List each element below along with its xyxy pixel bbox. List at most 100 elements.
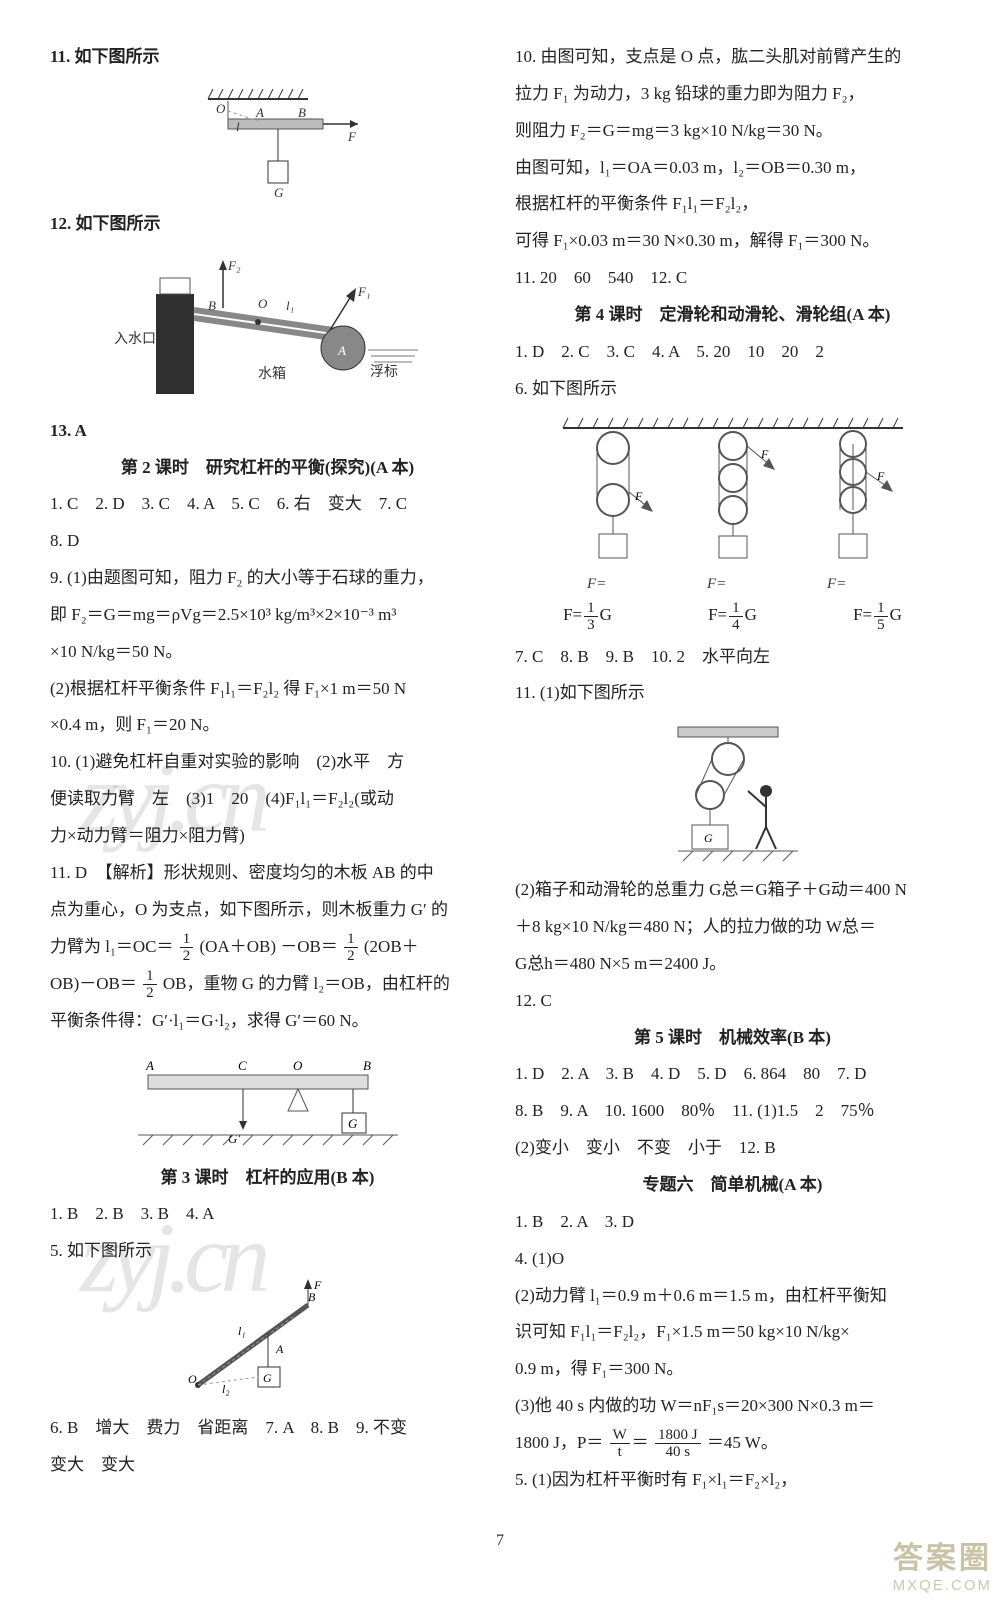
svg-text:F=: F=: [706, 576, 726, 592]
s4-q7: 7. C 8. B 9. B 10. 2 水平向左: [515, 640, 950, 675]
svg-text:F: F: [876, 469, 885, 483]
s6-q5: 5. (1)因为杠杆平衡时有 F₁×l₁＝F₂×l₂，: [515, 1463, 950, 1498]
svg-text:O: O: [188, 1372, 197, 1386]
s4-q11hdr: 11. (1)如下图所示: [515, 676, 950, 711]
s6-line1: 1. B 2. A 3. D: [515, 1205, 950, 1240]
r-p10b: 拉力 F₁ 为动力，3 kg 铅球的重力即为阻力 F₂，: [515, 77, 950, 112]
r-p10e: 根据杠杆的平衡条件 F₁l₁＝F₂l₂，: [515, 187, 950, 222]
s2-q11c: 力臂为 l₁＝OC＝ 12 (OA＋OB) －OB＝ 12 (2OB＋: [50, 930, 485, 965]
s5-line2: 8. B 9. A 10. 1600 80％ 11. (1)1.5 2 75％: [515, 1094, 950, 1129]
fig-11: O A B l F G: [50, 81, 485, 201]
fig-beam: A C O B G′ G: [50, 1045, 485, 1155]
svg-text:F: F: [634, 489, 643, 503]
q11-label: 11. 如下图所示: [50, 40, 485, 75]
page-number: 7: [50, 1532, 950, 1550]
svg-text:G: G: [263, 1371, 272, 1385]
f13: F=13G: [563, 598, 612, 633]
svg-text:A: A: [255, 105, 264, 120]
s2-q9c: ×10 N/kg＝50 N。: [50, 635, 485, 670]
s2-q10b: 便读取力臂 左 (3)1 20 (4)F₁l₁＝F₂l₂(或动: [50, 782, 485, 817]
fig-pulleys-3: F F: [515, 412, 950, 602]
s6-q4b: (2)动力臂 l₁＝0.9 m＋0.6 m＝1.5 m，由杠杆平衡知: [515, 1279, 950, 1314]
columns: 11. 如下图所示 O A: [50, 40, 950, 1520]
svg-text:F: F: [313, 1278, 322, 1292]
svg-text:F=: F=: [826, 576, 846, 592]
svg-text:l₁: l₁: [286, 298, 294, 313]
s2-q8: 8. D: [50, 524, 485, 559]
s4-line1: 1. D 2. C 3. C 4. A 5. 20 10 20 2: [515, 335, 950, 370]
svg-text:A: A: [337, 343, 346, 358]
s3-q5: 5. 如下图所示: [50, 1234, 485, 1269]
svg-text:B: B: [363, 1058, 371, 1073]
svg-text:l: l: [236, 119, 240, 134]
svg-text:G: G: [704, 831, 713, 845]
s2-q11d: OB)－OB＝ 12 OB，重物 G 的力臂 l₂＝OB，由杠杆的: [50, 967, 485, 1002]
fig-5: O B F l₁ G A l₂: [50, 1275, 485, 1405]
corner-en: MXQE.COM: [893, 1577, 992, 1594]
s2-q11e: 平衡条件得：G′·l₁＝G·l₂，求得 G′＝60 N。: [50, 1004, 485, 1039]
fig-12: 入水口 B O F₂ l₁ F₁: [50, 248, 485, 408]
q12-label: 12. 如下图所示: [50, 207, 485, 242]
section-6-title: 专题六 简单机械(A 本): [515, 1168, 950, 1203]
s2-q9e: ×0.4 m，则 F₁＝20 N。: [50, 708, 485, 743]
svg-text:O: O: [216, 101, 226, 116]
s6-q4e: (3)他 40 s 内做的功 W＝nF₁s＝20×300 N×0.3 m＝: [515, 1389, 950, 1424]
q13: 13. A: [50, 414, 485, 449]
svg-text:F: F: [760, 447, 769, 461]
s5-line3: (2)变小 变小 不变 小于 12. B: [515, 1131, 950, 1166]
s4-q11c: G总h＝480 N×5 m＝2400 J。: [515, 947, 950, 982]
r-p10a: 10. 由图可知，支点是 O 点，肱二头肌对前臂产生的: [515, 40, 950, 75]
s6-q4c: 识可知 F₁l₁＝F₂l₂，F₁×1.5 m＝50 kg×10 N/kg×: [515, 1315, 950, 1350]
svg-text:B: B: [208, 298, 216, 313]
s4-q11b: ＋8 kg×10 N/kg＝480 N；人的拉力做的功 W总＝: [515, 910, 950, 945]
s3-line1: 1. B 2. B 3. B 4. A: [50, 1197, 485, 1232]
svg-text:F₁: F₁: [357, 284, 370, 299]
s3-q6a: 6. B 增大 费力 省距离 7. A 8. B 9. 不变: [50, 1411, 485, 1446]
section-5-title: 第 5 课时 机械效率(B 本): [515, 1021, 950, 1056]
r-p10f: 可得 F₁×0.03 m＝30 N×0.30 m，解得 F₁＝300 N。: [515, 224, 950, 259]
svg-text:A: A: [145, 1058, 154, 1073]
r-p10d: 由图可知，l₁＝OA＝0.03 m，l₂＝OB＝0.30 m，: [515, 151, 950, 186]
svg-text:F₂: F₂: [227, 258, 241, 273]
s2-q9b: 即 F₂＝G＝mg＝ρVg＝2.5×10³ kg/m³×2×10⁻³ m³: [50, 598, 485, 633]
section-4-title: 第 4 课时 定滑轮和动滑轮、滑轮组(A 本): [515, 298, 950, 333]
s4-q6: 6. 如下图所示: [515, 372, 950, 407]
s3-q6b: 变大 变大: [50, 1448, 485, 1483]
s2-q10c: 力×动力臂＝阻力×阻力臂): [50, 819, 485, 854]
s2-q9d: (2)根据杠杆平衡条件 F₁l₁＝F₂l₂ 得 F₁×1 m＝50 N: [50, 672, 485, 707]
svg-text:G: G: [274, 185, 284, 200]
svg-text:C: C: [238, 1058, 247, 1073]
f15: F=15G: [853, 598, 902, 633]
svg-text:l₂: l₂: [222, 1382, 230, 1396]
r-p11: 11. 20 60 540 12. C: [515, 261, 950, 296]
f14: F=14G: [708, 598, 757, 633]
r-p10c: 则阻力 F₂＝G＝mg＝3 kg×10 N/kg＝30 N。: [515, 114, 950, 149]
s5-line1: 1. D 2. A 3. B 4. D 5. D 6. 864 80 7. D: [515, 1057, 950, 1092]
s2-q11a: 11. D 【解析】形状规则、密度均匀的木板 AB 的中: [50, 856, 485, 891]
corner-cn: 答案圈: [893, 1533, 992, 1577]
svg-text:F: F: [347, 129, 357, 144]
s2-line1: 1. C 2. D 3. C 4. A 5. C 6. 右 变大 7. C: [50, 487, 485, 522]
svg-text:l₁: l₁: [238, 1324, 246, 1338]
s4-q12: 12. C: [515, 984, 950, 1019]
svg-text:G: G: [348, 1116, 358, 1131]
right-column: 10. 由图可知，支点是 O 点，肱二头肌对前臂产生的 拉力 F₁ 为动力，3 …: [515, 40, 950, 1520]
left-column: 11. 如下图所示 O A: [50, 40, 485, 1520]
svg-text:O: O: [293, 1058, 303, 1073]
section-2-title: 第 2 课时 研究杠杆的平衡(探究)(A 本): [50, 451, 485, 486]
svg-text:A: A: [275, 1342, 284, 1356]
svg-text:浮标: 浮标: [370, 364, 398, 380]
fig-11c: G: [515, 717, 950, 867]
fig6-labels-row: F=13G F=14G F=15G: [515, 598, 950, 633]
s6-q4f: 1800 J，P＝ Wt＝ 1800 J40 s ＝45 W。: [515, 1426, 950, 1461]
corner-brand: 答案圈 MXQE.COM: [893, 1533, 992, 1594]
svg-text:F=: F=: [586, 576, 606, 592]
page: 11. 如下图所示 O A: [0, 0, 1000, 1600]
s4-q11a: (2)箱子和动滑轮的总重力 G总＝G箱子＋G动＝400 N: [515, 873, 950, 908]
svg-text:O: O: [258, 296, 268, 311]
s6-q4d: 0.9 m，得 F₁＝300 N。: [515, 1352, 950, 1387]
svg-text:B: B: [308, 1290, 316, 1304]
s2-q11b: 点为重心，O 为支点，如下图所示，则木板重力 G′ 的: [50, 893, 485, 928]
s2-q10a: 10. (1)避免杠杆自重对实验的影响 (2)水平 方: [50, 745, 485, 780]
s2-q9a: 9. (1)由题图可知，阻力 F₂ 的大小等于石球的重力，: [50, 561, 485, 596]
